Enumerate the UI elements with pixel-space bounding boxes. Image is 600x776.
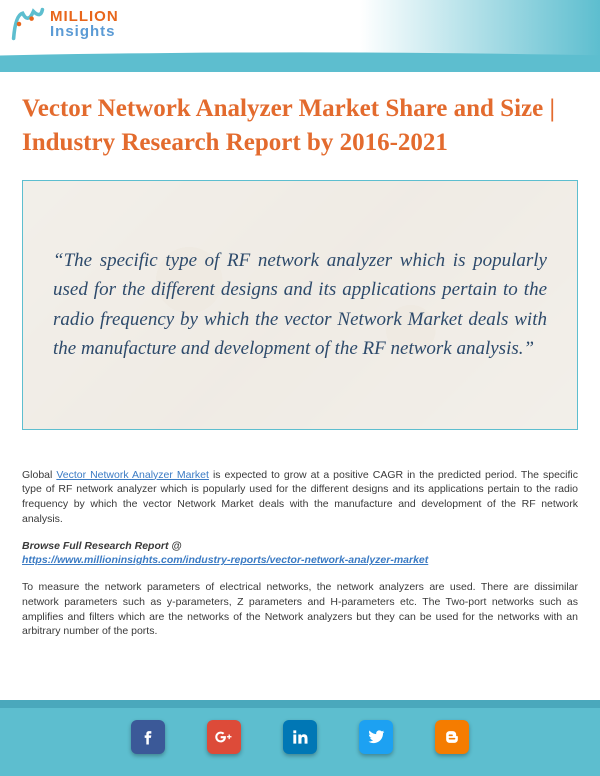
blogger-button[interactable] — [435, 720, 469, 754]
footer-top-band — [0, 700, 600, 708]
paragraph-1: Global Vector Network Analyzer Market is… — [22, 468, 578, 527]
header-swoosh — [0, 44, 600, 72]
page-title: Vector Network Analyzer Market Share and… — [22, 92, 578, 160]
linkedin-icon — [290, 727, 310, 747]
paragraph-2: To measure the network parameters of ele… — [22, 580, 578, 639]
quote-text: “The specific type of RF network analyze… — [53, 246, 547, 364]
facebook-button[interactable] — [131, 720, 165, 754]
browse-label: Browse Full Research Report @ — [22, 540, 578, 552]
page-header: MILLION Insights — [0, 0, 600, 72]
social-row — [0, 720, 600, 754]
logo-mark-icon — [10, 6, 46, 42]
browse-url-link[interactable]: https://www.millioninsights.com/industry… — [22, 554, 578, 566]
facebook-icon — [138, 727, 158, 747]
blogger-icon — [442, 727, 462, 747]
logo: MILLION Insights — [10, 6, 119, 42]
google-plus-button[interactable] — [207, 720, 241, 754]
quote-box: “The specific type of RF network analyze… — [22, 180, 578, 430]
logo-text: MILLION Insights — [50, 9, 119, 39]
logo-text-top: MILLION — [50, 9, 119, 24]
twitter-icon — [366, 727, 386, 747]
linkedin-button[interactable] — [283, 720, 317, 754]
google-plus-icon — [214, 727, 234, 747]
paragraph-1-prefix: Global — [22, 469, 56, 481]
twitter-button[interactable] — [359, 720, 393, 754]
logo-text-bottom: Insights — [50, 24, 119, 39]
main-content: Vector Network Analyzer Market Share and… — [0, 92, 600, 639]
page-footer — [0, 700, 600, 776]
market-link[interactable]: Vector Network Analyzer Market — [56, 469, 209, 481]
